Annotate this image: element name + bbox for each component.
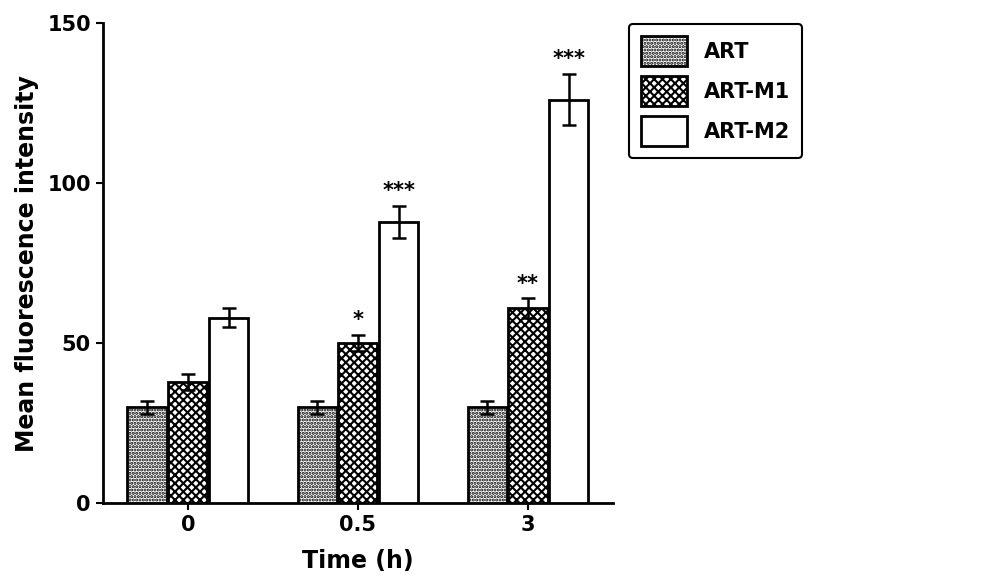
Y-axis label: Mean fluorescence intensity: Mean fluorescence intensity bbox=[15, 75, 39, 452]
Bar bbox=[127, 407, 167, 503]
Bar bbox=[209, 318, 248, 503]
X-axis label: Time (h): Time (h) bbox=[302, 549, 414, 573]
Bar bbox=[338, 343, 377, 503]
Legend: ART, ART-M1, ART-M2: ART, ART-M1, ART-M2 bbox=[629, 24, 802, 158]
Text: ***: *** bbox=[382, 181, 415, 201]
Text: ***: *** bbox=[552, 49, 585, 69]
Text: *: * bbox=[352, 310, 363, 330]
Bar bbox=[298, 407, 337, 503]
Bar bbox=[468, 407, 507, 503]
Bar bbox=[379, 222, 418, 503]
Text: **: ** bbox=[517, 273, 539, 293]
Bar bbox=[549, 100, 588, 503]
Bar bbox=[508, 308, 548, 503]
Bar bbox=[168, 382, 207, 503]
